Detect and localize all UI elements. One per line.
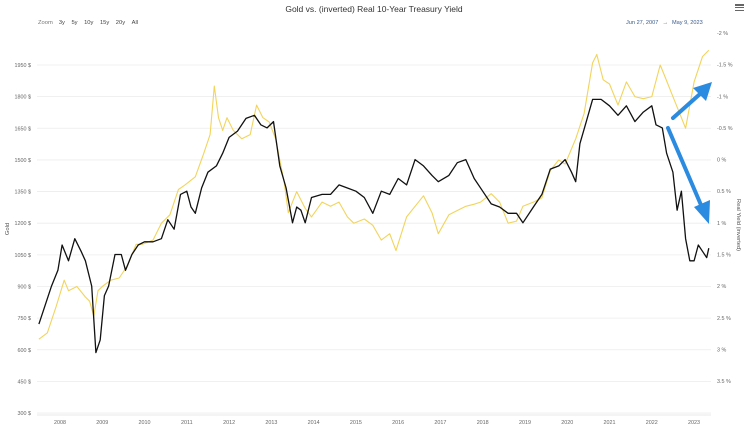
- left-axis-tick: 1650 $: [15, 126, 32, 132]
- x-axis-tick: 2015: [350, 420, 362, 426]
- x-axis-tick: 2010: [139, 420, 151, 426]
- right-axis-tick: 3 %: [717, 347, 726, 353]
- right-axis-tick: -2 %: [717, 31, 728, 37]
- right-axis-tick: 0 %: [717, 158, 726, 164]
- date-range: Jun 27, 2007 → May 9, 2023: [626, 20, 703, 26]
- right-axis-tick: -1.5 %: [717, 63, 733, 69]
- x-axis-ticks: 2008 2009 2010 2011 2012 2013 2014 2015 2016 2017…: [37, 414, 711, 426]
- gold-series-line: [38, 49, 710, 340]
- right-axis-tick: 0.5 %: [717, 189, 731, 195]
- zoom-bar: Zoom 3y 5y 10y 15y 20y All: [38, 20, 145, 26]
- x-axis-tick: 2020: [561, 420, 573, 426]
- zoom-all-button[interactable]: All: [131, 20, 139, 26]
- left-axis-tick: 1500 $: [15, 158, 32, 164]
- right-axis-tick: 1.5 %: [717, 252, 731, 258]
- x-axis-tick: 2021: [604, 420, 616, 426]
- right-axis-tick: -0.5 %: [717, 126, 733, 132]
- left-axis-tick: 600 $: [18, 348, 32, 354]
- left-axis-tick: 1950 $: [15, 63, 32, 69]
- annotation-arrow-down-icon: [666, 126, 710, 224]
- x-axis-tick: 2009: [96, 420, 108, 426]
- left-axis-tick: 1050 $: [15, 253, 32, 259]
- left-axis-tick: 1800 $: [15, 95, 32, 101]
- zoom-3y-button[interactable]: 3y: [58, 20, 65, 26]
- x-axis-tick: 2014: [308, 420, 320, 426]
- zoom-15y-button[interactable]: 15y: [99, 20, 110, 26]
- range-arrow-icon: →: [662, 20, 668, 26]
- right-axis-tick: 3.5 %: [717, 379, 731, 385]
- gridlines: [37, 64, 711, 414]
- x-axis-tick: 2011: [181, 420, 193, 426]
- x-axis-tick: 2013: [265, 420, 277, 426]
- x-axis-tick: 2019: [519, 420, 531, 426]
- left-axis-tick: 1200 $: [15, 221, 32, 227]
- left-axis-title: Gold: [5, 223, 11, 235]
- x-axis-tick: 2018: [477, 420, 489, 426]
- right-axis-ticks: -2 % -1.5 % -1 % -0.5 % 0 % 0.5 % 1 % 1.5 % 2 % 2…: [717, 31, 733, 385]
- real-yield-series-line: [38, 98, 710, 354]
- x-axis-tick: 2023: [688, 420, 700, 426]
- chart-title: Gold vs. (inverted) Real 10-Year Treasur…: [285, 4, 463, 14]
- zoom-10y-button[interactable]: 10y: [84, 20, 94, 26]
- left-axis-tick: 450 $: [18, 379, 32, 385]
- left-axis-ticks: 1950 $ 1800 $ 1650 $ 1500 $ 1350 $ 1200 $ 1050…: [15, 63, 32, 417]
- left-axis-tick: 300 $: [18, 411, 32, 417]
- hamburger-menu-icon[interactable]: [735, 3, 744, 12]
- x-axis-tick: 2008: [54, 420, 66, 426]
- right-axis-tick: 1 %: [717, 221, 726, 227]
- right-axis-tick: 2.5 %: [717, 316, 731, 322]
- left-axis-tick: 1350 $: [15, 190, 32, 196]
- right-axis-tick: -1 %: [717, 94, 728, 100]
- left-axis-tick: 750 $: [18, 316, 32, 322]
- zoom-label: Zoom: [38, 20, 53, 26]
- x-axis-tick: 2016: [392, 420, 404, 426]
- range-from[interactable]: Jun 27, 2007: [626, 20, 659, 26]
- zoom-5y-button[interactable]: 5y: [71, 20, 78, 26]
- left-axis-tick: 900 $: [18, 284, 32, 290]
- range-to[interactable]: May 9, 2023: [671, 20, 703, 26]
- right-axis-title: Real Yield (inverted): [735, 199, 741, 251]
- x-axis-tick: 2017: [434, 420, 446, 426]
- x-axis-tick: 2012: [223, 420, 235, 426]
- right-axis-tick: 2 %: [717, 284, 726, 290]
- x-axis-tick: 2022: [646, 420, 658, 426]
- zoom-20y-button[interactable]: 20y: [115, 20, 126, 26]
- annotation-arrow-up-icon: [671, 82, 712, 120]
